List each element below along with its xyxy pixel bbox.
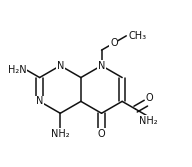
Text: NH₂: NH₂ bbox=[139, 116, 157, 126]
Text: N: N bbox=[36, 96, 43, 106]
Text: NH₂: NH₂ bbox=[51, 129, 70, 139]
Text: CH₃: CH₃ bbox=[129, 31, 147, 41]
Text: N: N bbox=[98, 61, 105, 71]
Text: O: O bbox=[110, 38, 118, 48]
Text: N: N bbox=[57, 61, 64, 71]
Text: H₂N: H₂N bbox=[8, 65, 26, 75]
Text: O: O bbox=[146, 93, 154, 103]
Text: O: O bbox=[98, 129, 105, 139]
